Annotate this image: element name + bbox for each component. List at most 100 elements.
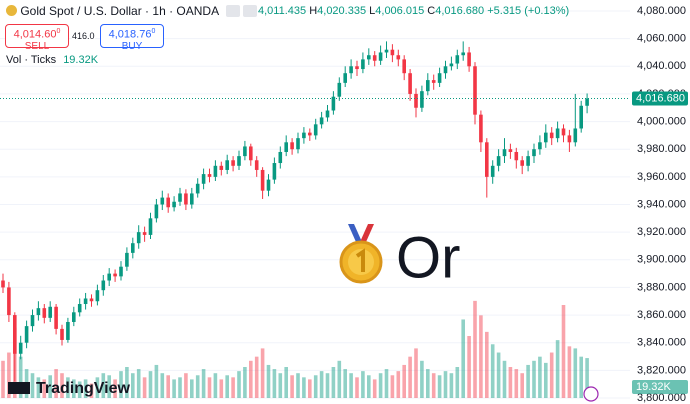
volume-bar xyxy=(83,379,88,398)
candle-body xyxy=(231,160,235,166)
volume-bar xyxy=(561,305,566,398)
candle-body xyxy=(325,110,330,118)
volume-bar xyxy=(384,369,389,398)
candle-body xyxy=(48,306,52,318)
volume-bar xyxy=(60,373,64,398)
volume-bar xyxy=(402,364,406,398)
volume-bar xyxy=(544,362,548,398)
volume-bar xyxy=(131,373,135,398)
candle-body xyxy=(107,273,111,281)
candle-body xyxy=(148,218,153,235)
y-tick-label: 3,940.000 xyxy=(637,198,686,210)
current-price-box xyxy=(632,91,688,106)
candle-body xyxy=(24,326,29,343)
legend-c: C xyxy=(427,5,436,17)
candle-body xyxy=(544,132,548,143)
volume-bar xyxy=(166,375,170,398)
candle-body xyxy=(508,149,513,152)
sell-sup: 0 xyxy=(56,28,61,35)
alert-icon[interactable] xyxy=(583,386,599,402)
candle-body xyxy=(561,128,566,136)
current-price-label: 4,016.680 xyxy=(636,92,685,104)
volume-bar xyxy=(136,369,141,398)
candle-body xyxy=(467,52,471,67)
volume-bar xyxy=(95,377,100,398)
volume-bar xyxy=(184,373,188,398)
volume-bar xyxy=(414,348,418,398)
candle-body xyxy=(538,142,542,150)
candle-body xyxy=(526,156,530,166)
candle-body xyxy=(461,52,465,56)
volume-bar xyxy=(249,360,253,398)
candle-body xyxy=(414,93,418,108)
volume-bar xyxy=(125,367,129,398)
candle-body xyxy=(549,132,554,139)
volume-bar xyxy=(372,379,377,398)
volume-bar xyxy=(337,360,342,398)
candle-body xyxy=(396,55,401,60)
volume-label-box xyxy=(632,380,688,394)
candle-body xyxy=(361,59,365,70)
candle-body xyxy=(337,82,342,97)
volume-bar xyxy=(396,371,401,398)
volume-bar xyxy=(72,379,76,398)
volume-bar xyxy=(154,364,159,398)
y-tick-label: 4,060.000 xyxy=(637,33,686,45)
volume-axis-label: 19.32K xyxy=(636,381,672,393)
volume-bar xyxy=(514,369,519,398)
volume-bar xyxy=(426,369,430,398)
volume-bar xyxy=(54,369,58,398)
symbol-title[interactable]: Gold Spot / U.S. Dollar · 1h · OANDA xyxy=(6,4,258,18)
medal xyxy=(339,224,383,284)
sell-button[interactable]: 4,014.600 SELL xyxy=(5,24,69,52)
volume-bar xyxy=(331,367,336,398)
candle-body xyxy=(18,342,23,354)
candle-body xyxy=(485,142,489,177)
y-tick-label: 3,840.000 xyxy=(637,337,686,349)
volume-bar xyxy=(89,383,94,398)
candle-body xyxy=(42,308,47,318)
candle-body xyxy=(77,304,82,313)
volume-bar xyxy=(225,375,229,398)
candle-body xyxy=(72,312,76,322)
volume-bar xyxy=(390,375,395,398)
candle-body xyxy=(502,149,507,157)
candle-body xyxy=(449,63,454,67)
volume-bar xyxy=(77,381,82,398)
candle-body xyxy=(260,169,265,191)
ohlc-legend: 4,011.435 H4,020.335 L4,006.015 C4,016.6… xyxy=(258,5,569,17)
volume-bar xyxy=(420,360,424,398)
volume-bar xyxy=(378,373,383,398)
logo-text: TradingView xyxy=(36,380,131,397)
candle-body xyxy=(195,183,200,194)
volume-bar xyxy=(18,356,23,398)
candle-body xyxy=(443,66,448,74)
candle-body xyxy=(313,124,318,136)
candle-body xyxy=(60,328,64,340)
candle-body xyxy=(54,306,58,329)
volume-bar xyxy=(243,367,247,398)
logo: TradingView xyxy=(8,380,131,397)
volume-bar xyxy=(367,375,371,398)
volume-bar xyxy=(549,352,554,398)
volume-bar xyxy=(302,377,306,398)
volume-bar xyxy=(260,348,265,398)
volume-bar xyxy=(532,360,536,398)
candle-body xyxy=(431,80,436,83)
candle-body xyxy=(367,55,371,60)
volume-bar xyxy=(36,377,41,398)
header-bg xyxy=(0,0,258,22)
candle-body xyxy=(95,290,100,302)
buy-button[interactable]: 4,018.760 BUY xyxy=(100,24,164,52)
candle-body xyxy=(13,315,17,354)
candle-body xyxy=(207,174,212,177)
legend-close: 4,016.680 xyxy=(435,5,485,17)
candle-body xyxy=(496,156,501,166)
candle-body xyxy=(237,156,241,166)
volume-bar xyxy=(361,371,365,398)
volume-bar xyxy=(7,352,11,398)
volume-bar xyxy=(296,373,300,398)
volume-bar xyxy=(254,356,259,398)
volume-bar xyxy=(508,367,513,398)
